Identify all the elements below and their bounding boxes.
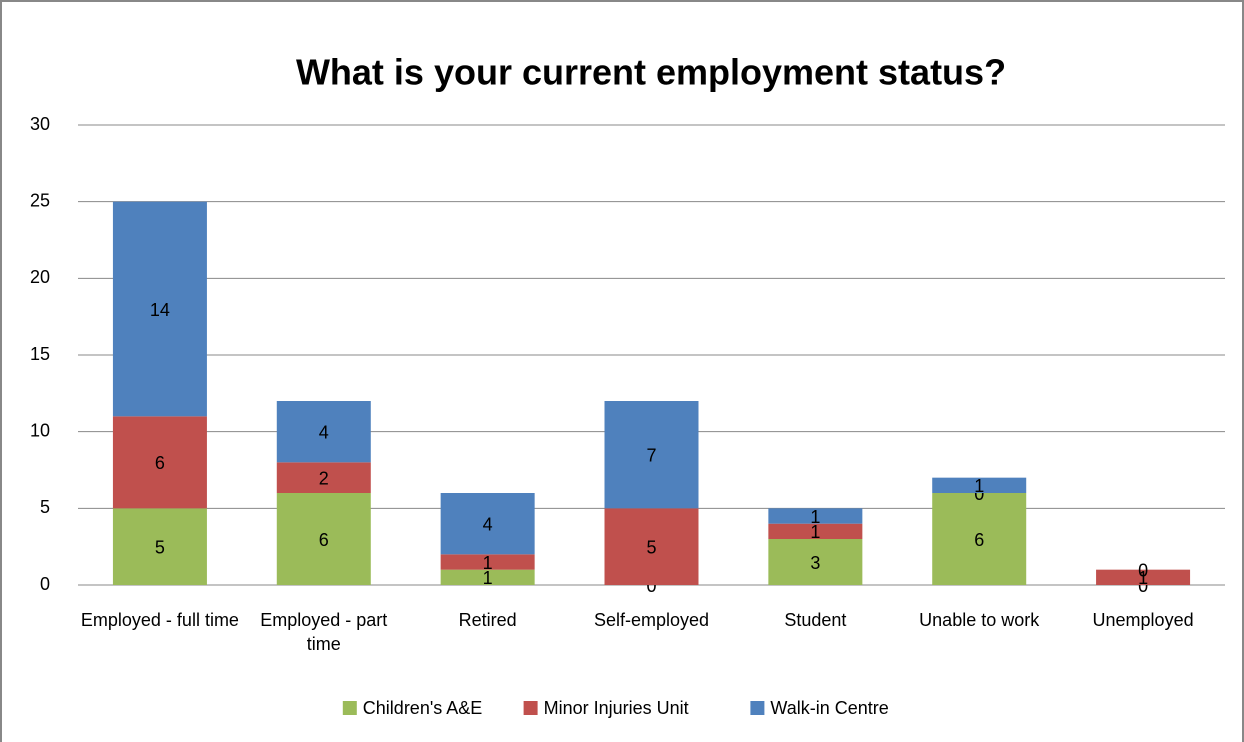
legend-swatch [750, 701, 765, 715]
y-tick-label: 0 [40, 574, 50, 594]
y-tick-label: 20 [30, 267, 50, 287]
x-tick-label: Self-employed [593, 610, 710, 630]
data-label: 0 [1138, 560, 1148, 580]
legend-label: Children's A&E [363, 698, 483, 718]
data-label: 5 [646, 537, 656, 557]
data-label: 3 [810, 553, 820, 573]
x-tick-label: Student [784, 610, 847, 630]
bar-segment [604, 508, 699, 585]
x-tick-label: Employed - full time [80, 610, 239, 630]
bar-segment [276, 462, 371, 493]
bar-segment [440, 569, 535, 585]
x-tick-label: Employed - part time [260, 610, 388, 654]
y-tick-label: 30 [30, 114, 50, 134]
data-label: 1 [810, 507, 820, 527]
data-label: 4 [319, 422, 329, 442]
legend-label: Minor Injuries Unit [544, 698, 689, 718]
legend-swatch [523, 701, 538, 715]
data-label: 5 [155, 537, 165, 557]
legend-label: Walk-in Centre [770, 698, 888, 718]
x-tick-label: Retired [458, 610, 517, 630]
bar-segment [112, 201, 207, 417]
data-label: 1 [483, 568, 493, 588]
bar-segment [112, 508, 207, 585]
bar-segment [604, 401, 699, 509]
bar-segment [768, 539, 863, 585]
y-tick-label: 15 [30, 344, 50, 364]
bar-segment [1096, 569, 1191, 585]
data-label: 0 [1138, 576, 1148, 596]
bar-segment [440, 554, 535, 570]
data-label: 0 [646, 576, 656, 596]
chart-title: What is your current employment status? [296, 52, 1006, 93]
data-label: 1 [810, 522, 820, 542]
data-label: 0 [974, 484, 984, 504]
bar-segment [932, 477, 1027, 493]
bar-segment [276, 401, 371, 463]
x-tick-label: Unemployed [1092, 610, 1194, 630]
bar-segment [276, 493, 371, 585]
data-label: 6 [974, 530, 984, 550]
bar-segment [440, 493, 535, 555]
x-tick-label: Unable to work [919, 610, 1040, 630]
data-label: 4 [483, 514, 493, 534]
legend-swatch [342, 701, 357, 715]
data-label: 7 [646, 445, 656, 465]
data-label: 2 [319, 468, 329, 488]
data-label: 1 [974, 476, 984, 496]
bar-segment [932, 493, 1027, 585]
bar-segment [768, 508, 863, 524]
data-label: 14 [150, 300, 170, 320]
y-tick-label: 10 [30, 420, 50, 440]
bar-segment [768, 523, 863, 539]
data-label: 6 [319, 530, 329, 550]
data-label: 1 [483, 553, 493, 573]
data-label: 1 [1138, 568, 1148, 588]
y-tick-label: 5 [40, 497, 50, 517]
bar-segment [112, 416, 207, 509]
y-tick-label: 25 [30, 190, 50, 210]
data-label: 6 [155, 453, 165, 473]
